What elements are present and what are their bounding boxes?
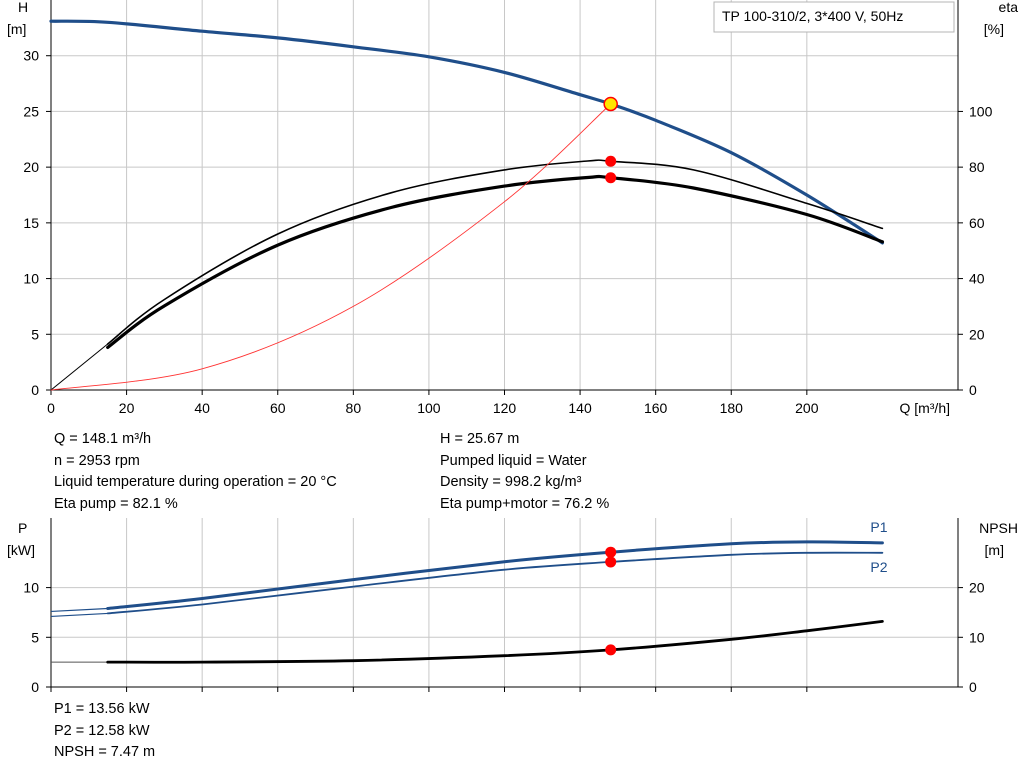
x-tick-label: 0	[47, 400, 55, 416]
bottom-y-right-label: NPSH	[979, 520, 1018, 536]
info-speed: n = 2953 rpm	[54, 452, 140, 469]
top-y-right-tick-label: 60	[969, 215, 985, 231]
bottom-y-right-unit: [m]	[985, 542, 1004, 558]
bottom-y-left-tick-label: 0	[31, 679, 39, 695]
bottom-y-right-tick-label: 0	[969, 679, 977, 695]
top-y-left-tick-label: 25	[23, 103, 39, 119]
top-y-left-tick-label: 20	[23, 159, 39, 175]
top-y-left-tick-label: 30	[23, 48, 39, 64]
operating-point-marker	[605, 155, 617, 167]
series-label-p1: P1	[870, 519, 887, 535]
p1-curve-extension	[50, 607, 108, 613]
x-axis-label: Q [m³/h]	[899, 400, 950, 416]
legend-box-label: TP 100-310/2, 3*400 V, 50Hz	[722, 8, 903, 24]
info-eta-pump: Eta pump = 82.1 %	[54, 495, 178, 512]
npsh-curve	[106, 620, 884, 664]
top-y-left-tick-label: 15	[23, 215, 39, 231]
duty-point-marker	[603, 96, 618, 112]
p2-curve-extension	[50, 612, 108, 618]
top-y-left-tick-label: 5	[31, 326, 39, 342]
bottom-y-left-unit: [kW]	[7, 542, 35, 558]
top-y-right-tick-label: 40	[969, 271, 985, 287]
bottom-y-right-tick-label: 10	[969, 629, 985, 645]
bottom-y-left-tick-label: 10	[23, 580, 39, 596]
top-y-left-tick-label: 10	[23, 271, 39, 287]
info-density: Density = 998.2 kg/m³	[440, 474, 582, 490]
series-label-p2: P2	[870, 559, 887, 575]
operating-point-marker	[605, 546, 617, 558]
x-tick-label: 60	[270, 400, 286, 416]
info-upper-left: Q = 148.1 m³/h n = 2953 rpm Liquid tempe…	[54, 429, 337, 515]
info-eta-total: Eta pump+motor = 76.2 %	[440, 495, 610, 512]
info-p1: P1 = 13.56 kW	[54, 701, 150, 717]
bottom-y-left-tick-label: 5	[31, 629, 39, 645]
bottom-y-right-tick-label: 20	[969, 580, 985, 596]
info-pumped-liquid: Pumped liquid = Water	[440, 452, 587, 469]
head-curve	[49, 19, 884, 245]
top-y-left-label: H	[18, 0, 28, 15]
operating-point-marker	[605, 556, 617, 568]
bottom-y-left-label: P	[18, 520, 27, 536]
info-flow: Q = 148.1 m³/h	[54, 431, 152, 447]
x-tick-label: 180	[720, 400, 744, 416]
top-y-right-tick-label: 0	[969, 382, 977, 398]
legend-box: TP 100-310/2, 3*400 V, 50Hz	[713, 1, 955, 33]
top-y-right-tick-label: 80	[969, 159, 985, 175]
eta-pump-curve-extension	[50, 343, 109, 391]
x-tick-label: 120	[493, 400, 517, 416]
operating-point-marker	[605, 172, 617, 184]
x-tick-label: 100	[417, 400, 441, 416]
info-npsh: NPSH = 7.47 m	[54, 744, 156, 760]
info-liquid-temperature: Liquid temperature during operation = 20…	[54, 474, 337, 490]
info-lower: P1 = 13.56 kW P2 = 12.58 kW NPSH = 7.47 …	[54, 699, 155, 764]
info-upper-right: H = 25.67 m Pumped liquid = Water Densit…	[440, 429, 609, 515]
x-tick-label: 200	[795, 400, 819, 416]
x-tick-label: 140	[568, 400, 592, 416]
top-y-right-tick-label: 20	[969, 326, 985, 342]
x-tick-label: 40	[194, 400, 210, 416]
x-tick-label: 80	[346, 400, 362, 416]
top-y-left-unit: [m]	[7, 21, 26, 37]
p2-curve	[106, 551, 884, 615]
system-curve	[50, 103, 612, 391]
eta-pump-motor-curve	[106, 174, 884, 349]
top-y-left-tick-label: 0	[31, 382, 39, 398]
x-tick-label: 20	[119, 400, 135, 416]
eta-pump-curve	[106, 159, 884, 345]
head-efficiency-chart: 0 20 40 60 80 100 120 140 160 180 200 0 5 10 15 20 25 30 0…	[7, 0, 1018, 416]
top-y-right-label: eta	[999, 0, 1019, 15]
top-y-right-unit: [%]	[984, 21, 1004, 37]
info-p2: P2 = 12.58 kW	[54, 722, 150, 739]
x-tick-label: 160	[644, 400, 668, 416]
power-npsh-chart: 0 5 10 0 10 20 P [kW] NPSH [m] P1 P2	[7, 518, 1018, 695]
top-y-right-tick-label: 100	[969, 103, 993, 119]
operating-point-marker	[605, 644, 617, 656]
p1-curve	[106, 540, 884, 610]
info-head: H = 25.67 m	[440, 431, 520, 447]
